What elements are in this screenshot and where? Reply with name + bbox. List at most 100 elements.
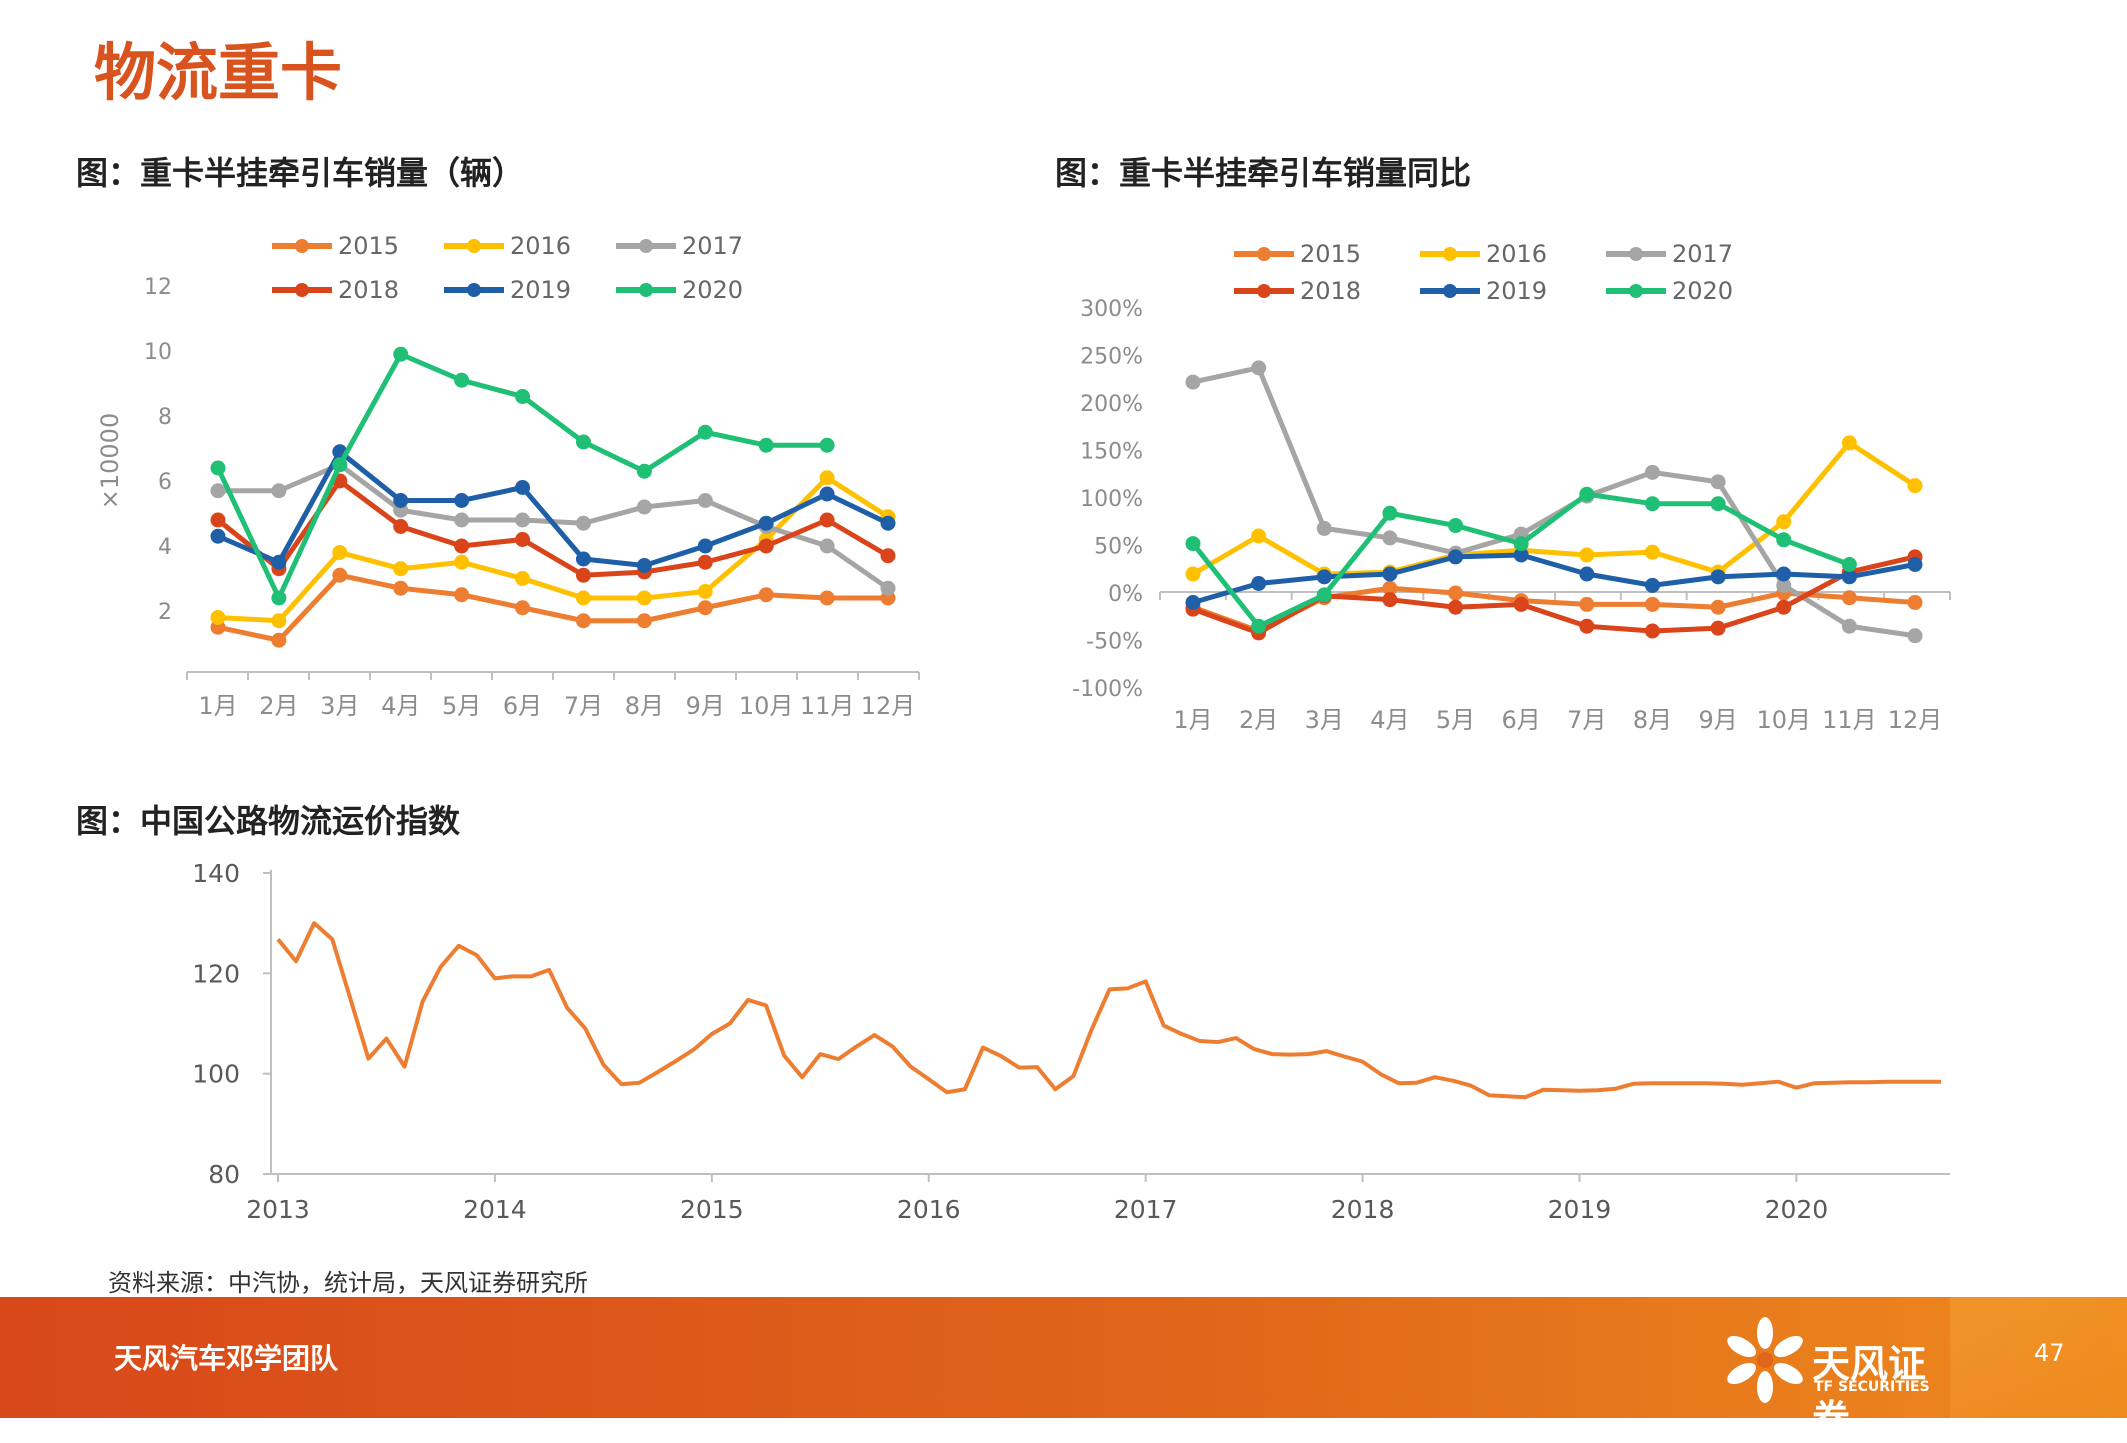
chart1-x-label: 10月 <box>739 692 794 720</box>
chart3-x-label: 2019 <box>1548 1195 1612 1224</box>
chart2-point-2017 <box>1382 530 1398 546</box>
chart1-point-2016 <box>819 470 835 486</box>
chart3-x-label: 2018 <box>1331 1195 1395 1224</box>
chart2-point-2018 <box>1710 620 1726 636</box>
chart3-y-label: 120 <box>192 959 240 988</box>
chart2-x-label: 5月 <box>1436 706 1475 734</box>
chart1-point-2015 <box>575 613 591 629</box>
chart1-legend-label: 2020 <box>682 276 743 304</box>
chart2-point-2017 <box>1776 577 1792 593</box>
logo-text-en: TF SECURITIES <box>1814 1379 1930 1395</box>
chart1-point-2015 <box>332 567 348 583</box>
footer-decoration <box>1950 1297 2127 1418</box>
chart1-point-2017 <box>210 483 226 499</box>
chart1-legend-label: 2015 <box>338 232 399 260</box>
chart1-point-2015 <box>454 587 470 603</box>
chart2-point-2018 <box>1448 599 1464 615</box>
chart1-legend-label: 2016 <box>510 232 571 260</box>
chart2-x-label: 1月 <box>1173 706 1212 734</box>
chart2-point-2017 <box>1710 474 1726 490</box>
chart2-y-label: 100% <box>1080 487 1143 512</box>
chart1-point-2019 <box>880 515 896 531</box>
chart1-series-2015-line <box>217 572 888 643</box>
chart1-point-2020 <box>636 463 652 479</box>
chart1-x-label: 5月 <box>442 692 481 720</box>
chart1-point-2016 <box>697 584 713 599</box>
chart1-point-2017 <box>697 493 713 508</box>
chart2-legend-label: 2020 <box>1672 277 1733 305</box>
chart2-point-2018 <box>1382 592 1398 608</box>
chart2-legend-label: 2017 <box>1672 240 1733 268</box>
chart3-x-label: 2020 <box>1765 1195 1829 1224</box>
chart1-point-2019 <box>758 515 774 531</box>
chart2-point-2017 <box>1841 618 1857 634</box>
chart2-point-2019 <box>1841 569 1857 585</box>
chart2-point-2015 <box>1579 596 1595 612</box>
chart2-point-2018 <box>1644 623 1660 639</box>
chart1-y-label: 10 <box>144 340 172 365</box>
chart2-legend-label: 2016 <box>1486 240 1547 268</box>
chart2-legend-marker <box>1443 284 1457 298</box>
chart3-x-label: 2013 <box>246 1195 310 1224</box>
chart1-y-label: 8 <box>158 405 172 430</box>
chart2-legend-label: 2019 <box>1486 277 1547 305</box>
chart1-point-2016 <box>454 554 470 570</box>
chart1-point-2019 <box>271 554 287 570</box>
footer-bar: 天风汽车邓学团队 天风证券 TF SECURITIES 47 <box>0 1297 2127 1441</box>
chart3-title: 图：中国公路物流运价指数 <box>76 802 461 840</box>
chart1-point-2019 <box>515 480 531 495</box>
chart1-point-2017 <box>880 580 896 596</box>
chart1-point-2015 <box>271 632 287 648</box>
chart1-point-2016 <box>393 561 409 577</box>
chart2-y-label: 0% <box>1108 582 1143 607</box>
chart2-point-2019 <box>1776 566 1792 582</box>
chart2-y-label: -100% <box>1072 677 1143 702</box>
chart2-point-2016 <box>1644 544 1660 560</box>
chart2-point-2020 <box>1382 505 1398 521</box>
chart2-point-2020 <box>1448 518 1464 534</box>
page-title: 物流重卡 <box>94 36 343 109</box>
chart1-point-2019 <box>393 493 409 508</box>
chart1-y-label: 12 <box>144 275 172 300</box>
chart2-point-2017 <box>1316 520 1332 536</box>
chart2-point-2019 <box>1710 569 1726 585</box>
chart2-point-2019 <box>1579 566 1595 582</box>
chart2-x-label: 10月 <box>1756 706 1811 734</box>
chart1-x-label: 1月 <box>198 692 237 720</box>
chart2-point-2019 <box>1382 566 1398 582</box>
chart2-series-2017-line <box>1192 365 1916 639</box>
chart2-legend-marker <box>1629 284 1643 298</box>
chart1-y-label: 6 <box>158 470 172 495</box>
chart1-legend-label: 2017 <box>682 232 743 260</box>
chart2-x-label: 8月 <box>1633 706 1672 734</box>
chart1-y-label: 2 <box>158 600 172 625</box>
chart1-legend-marker <box>639 283 653 297</box>
chart2-point-2019 <box>1907 557 1923 572</box>
chart3-x-label: 2015 <box>680 1195 744 1224</box>
chart2-point-2016 <box>1579 547 1595 563</box>
source-note: 资料来源：中汽协，统计局，天风证券研究所 <box>108 1269 588 1297</box>
chart2-point-2020 <box>1776 532 1792 548</box>
chart1-x-label: 12月 <box>861 692 916 720</box>
chart1-legend-marker <box>467 239 481 253</box>
chart1-point-2017 <box>515 512 531 528</box>
chart1-legend-marker <box>295 239 309 253</box>
charts-canvas: 1月 2月 3月 4月 5月 6月 7月 8月 9月 10月 11月 12月24681012×1000… <box>96 232 1951 1224</box>
chart1-legend-marker <box>639 239 653 253</box>
chart3-y-label: 80 <box>208 1160 240 1189</box>
chart1-point-2016 <box>636 590 652 606</box>
chart2-point-2020 <box>1644 496 1660 512</box>
chart2-point-2018 <box>1513 596 1529 612</box>
chart2-point-2015 <box>1841 590 1857 606</box>
footer-team: 天风汽车邓学团队 <box>114 1342 339 1375</box>
chart1-point-2017 <box>271 483 287 499</box>
chart2-legend-marker <box>1257 284 1271 298</box>
chart1-point-2018 <box>758 538 774 554</box>
chart3-x-label: 2014 <box>463 1195 527 1224</box>
chart2-point-2020 <box>1251 618 1267 634</box>
chart2-point-2020 <box>1710 496 1726 512</box>
chart2-point-2016 <box>1907 478 1923 494</box>
chart1-point-2015 <box>697 600 713 616</box>
chart3-series-line <box>276 921 1941 1100</box>
chart1-point-2016 <box>332 545 348 560</box>
